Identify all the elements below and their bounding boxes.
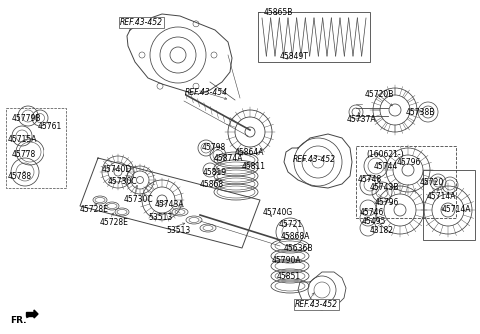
- Text: 45849T: 45849T: [280, 52, 309, 61]
- Text: 45714A: 45714A: [427, 192, 456, 201]
- Text: 45721: 45721: [279, 220, 303, 229]
- Text: 45636B: 45636B: [284, 244, 313, 253]
- Text: 45740D: 45740D: [102, 165, 132, 174]
- Polygon shape: [34, 310, 38, 318]
- Text: 45790A: 45790A: [272, 256, 301, 265]
- Text: 45874A: 45874A: [214, 154, 243, 163]
- Text: 45779B: 45779B: [12, 114, 41, 123]
- Text: 45714A: 45714A: [442, 205, 471, 214]
- Text: 45864A: 45864A: [235, 148, 264, 157]
- Text: 45868A: 45868A: [281, 232, 311, 241]
- Text: REF.43-452: REF.43-452: [120, 18, 163, 27]
- Text: 45738B: 45738B: [406, 108, 435, 117]
- Bar: [423, 170, 475, 240]
- Bar: [6, 108, 66, 188]
- Text: 45728E: 45728E: [100, 218, 129, 227]
- Text: REF.43-452: REF.43-452: [295, 300, 338, 309]
- Text: 45740G: 45740G: [263, 208, 293, 217]
- Text: 43182: 43182: [370, 226, 394, 235]
- Text: 45798: 45798: [202, 143, 226, 152]
- Text: 45730C: 45730C: [124, 195, 154, 204]
- Text: 45743B: 45743B: [370, 183, 399, 192]
- Text: (160621-): (160621-): [366, 150, 404, 159]
- Text: 45743A: 45743A: [155, 200, 185, 209]
- Text: 45811: 45811: [242, 162, 266, 171]
- Polygon shape: [26, 312, 34, 316]
- Text: FR.: FR.: [10, 316, 26, 325]
- Text: 45715A: 45715A: [8, 135, 37, 144]
- Text: 45851: 45851: [277, 272, 301, 281]
- Text: 45495: 45495: [362, 217, 386, 226]
- Text: 45720B: 45720B: [365, 90, 395, 99]
- Bar: [258, 12, 370, 62]
- Text: 45761: 45761: [38, 122, 62, 131]
- Text: 45737A: 45737A: [347, 115, 377, 124]
- Text: 53513: 53513: [148, 213, 172, 222]
- Text: 45748: 45748: [358, 175, 382, 184]
- Text: 45728E: 45728E: [80, 205, 109, 214]
- Bar: [356, 146, 456, 218]
- Text: 45796: 45796: [375, 198, 399, 207]
- Text: 53513: 53513: [166, 226, 190, 235]
- Text: 45796: 45796: [397, 158, 421, 167]
- Text: 45778: 45778: [12, 150, 36, 159]
- Text: 45819: 45819: [203, 168, 227, 177]
- Text: 45865B: 45865B: [264, 8, 293, 17]
- Text: 45788: 45788: [8, 172, 32, 181]
- Text: REF.43-454: REF.43-454: [185, 88, 228, 97]
- Text: 45746: 45746: [360, 208, 384, 217]
- Text: 45720: 45720: [420, 178, 444, 187]
- Text: REF.43-452: REF.43-452: [293, 155, 336, 164]
- Text: 45730C: 45730C: [108, 177, 138, 186]
- Text: 45744: 45744: [374, 162, 398, 171]
- Text: 45868: 45868: [200, 180, 224, 189]
